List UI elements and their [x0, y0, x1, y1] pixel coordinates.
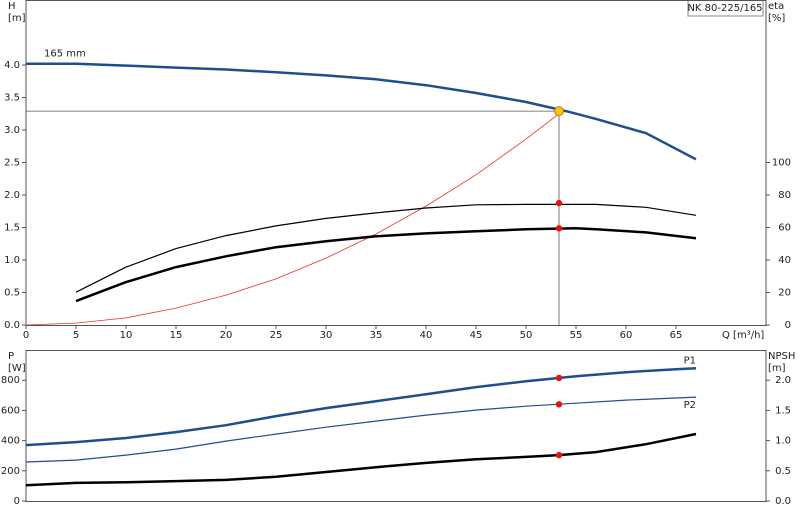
y2-tick-label: 100: [772, 158, 791, 169]
series-label: 165 mm: [44, 49, 86, 60]
y-axis-label: [W]: [8, 363, 26, 374]
x-tick-label: 40: [420, 330, 433, 341]
operating-point: [554, 106, 564, 117]
plot-frame: [25, 0, 767, 326]
operating-point: [555, 199, 563, 207]
x-tick-label: 15: [170, 330, 183, 341]
y-axis-label: H: [8, 1, 16, 12]
y2-axis-label: [m]: [768, 363, 786, 374]
y-tick-label: 800: [1, 375, 20, 386]
x-tick-label: 55: [570, 330, 583, 341]
series-line: [75, 227, 697, 303]
y-tick-label: 3.5: [4, 93, 20, 104]
y2-tick-label: 0.0: [775, 496, 791, 507]
x-tick-label: 30: [320, 330, 333, 341]
series-line: [25, 396, 697, 463]
series-label: P2: [684, 400, 696, 411]
y-tick-label: 200: [1, 466, 20, 477]
x-tick-label: 20: [220, 330, 233, 341]
y-tick-label: 0.5: [4, 288, 20, 299]
y-tick-label: 1.5: [4, 223, 20, 234]
x-axis-label: Q [m³/h]: [722, 330, 764, 341]
x-tick-label: 35: [370, 330, 383, 341]
title-box: [687, 0, 764, 17]
x-tick-label: 0: [23, 330, 29, 341]
chart-title: NK 80-225/165: [687, 3, 762, 14]
y-tick-label: 4.0: [4, 60, 20, 71]
y-tick-label: 600: [1, 405, 20, 416]
operating-point: [555, 225, 563, 232]
x-tick-label: 10: [120, 330, 133, 341]
series-label: P1: [684, 355, 696, 366]
y2-axis-label: NPSH: [768, 351, 795, 362]
plot-frame: [25, 350, 767, 502]
y2-axis-label: [%]: [768, 13, 785, 24]
y-tick-label: 0.0: [4, 320, 20, 331]
y2-tick-label: 1.5: [775, 405, 791, 416]
y2-tick-label: 2.0: [775, 375, 791, 386]
x-tick-label: 65: [670, 330, 683, 341]
x-tick-label: 45: [470, 330, 483, 341]
series-line: [75, 203, 697, 293]
y2-tick-label: 0: [785, 320, 791, 331]
series-line: [25, 432, 697, 487]
operating-point: [555, 374, 563, 382]
y2-tick-label: 40: [778, 255, 791, 266]
series-line: [26, 62, 697, 161]
y2-tick-label: 1.0: [775, 436, 791, 447]
y2-tick-label: 60: [778, 223, 791, 234]
x-tick-label: 50: [520, 330, 533, 341]
y2-tick-label: 80: [778, 190, 791, 201]
x-tick-label: 60: [620, 330, 633, 341]
series-line: [25, 367, 697, 447]
operating-point: [555, 451, 563, 459]
y-tick-label: 0: [14, 496, 20, 507]
y-tick-label: 400: [1, 436, 20, 447]
y2-tick-label: 0.5: [775, 466, 791, 477]
y-axis-label: [m]: [8, 13, 26, 24]
y2-axis-label: eta: [768, 1, 784, 12]
y-tick-label: 3.0: [4, 125, 20, 136]
operating-point: [555, 401, 563, 408]
x-tick-label: 25: [270, 330, 283, 341]
y-tick-label: 2.5: [4, 158, 20, 169]
x-tick-label: 5: [73, 330, 79, 341]
y-tick-label: 1.0: [4, 255, 20, 266]
y-tick-label: 2.0: [4, 190, 20, 201]
y2-tick-label: 20: [778, 288, 791, 299]
y-axis-label: P: [8, 351, 14, 362]
series-line: [25, 113, 560, 326]
